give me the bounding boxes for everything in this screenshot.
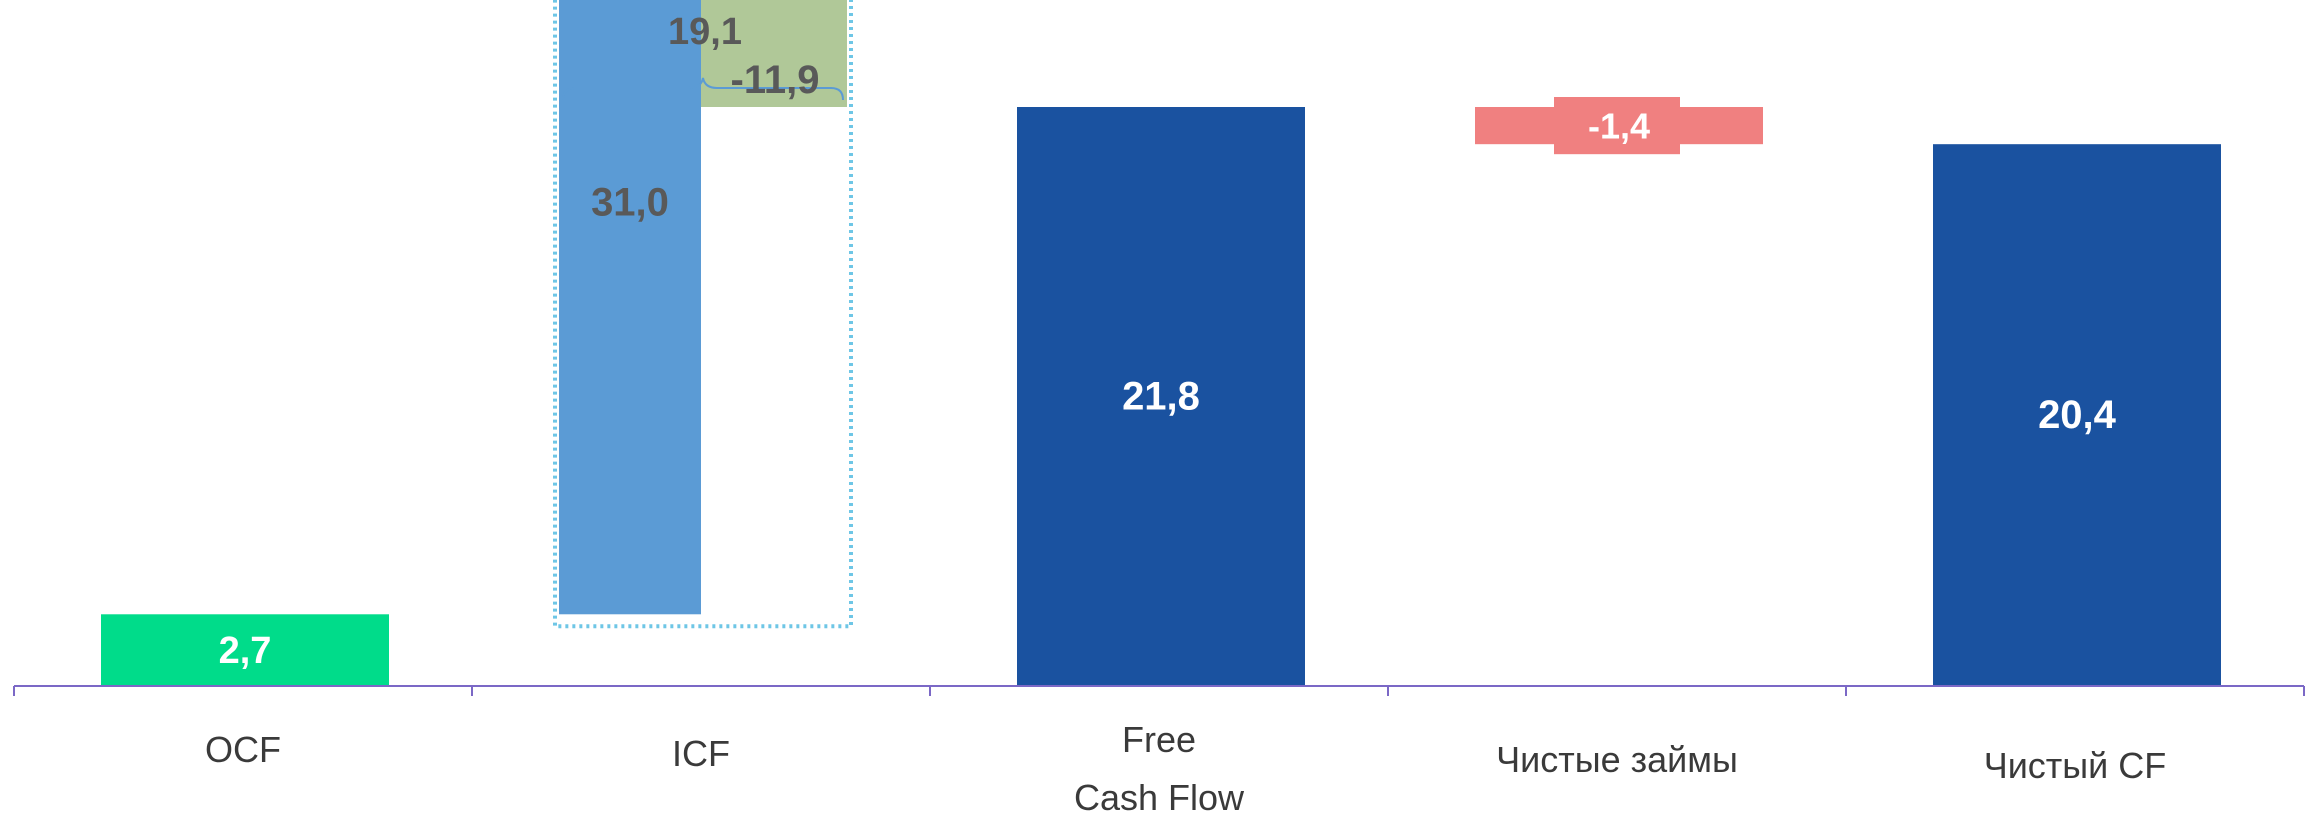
bar-icf-inflow (559, 0, 701, 615)
x-tick-label: Free Cash Flow (1074, 719, 1245, 818)
x-tick-label: ICF (672, 733, 730, 774)
axis-group: OCF ICF Free Cash Flow Чистые займы Чистый CF (13, 685, 2305, 818)
labels-group: 2,719,1Приток наосновеаннулированиядолго… (219, 11, 2117, 672)
data-label-ocf: 2,7 (219, 630, 272, 672)
bar-net-cf (1933, 144, 2221, 687)
icf-brace (562, 77, 844, 101)
net-loans-label-bg (1554, 97, 1680, 155)
data-label-net-loans: -1,4 (1588, 106, 1650, 147)
bar-ocf (101, 614, 389, 686)
x-tick-label: Чистый CF (1984, 745, 2167, 786)
bars-group (101, 0, 2221, 687)
data-label-icf-total: 19,1 (668, 11, 742, 53)
x-tick-label: Чистые займы (1496, 739, 1738, 780)
data-label-free-cash-flow: 21,8 (1122, 375, 1200, 419)
bar-icf-investments (701, 0, 847, 107)
data-label-icf-inflow: 31,0 (591, 181, 669, 225)
data-label-net-cf: 20,4 (2038, 393, 2117, 437)
x-tick-label: OCF (205, 729, 281, 770)
bar-free-cash-flow (1017, 107, 1305, 686)
data-label-icf-investments: -11,9 (731, 58, 820, 102)
